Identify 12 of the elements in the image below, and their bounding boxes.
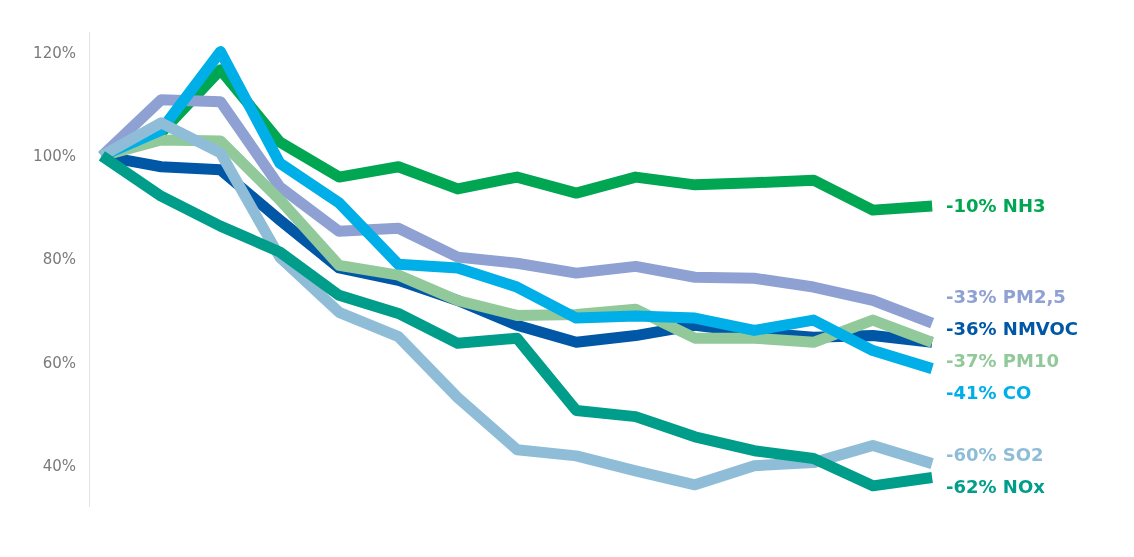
y-tick-label: 100% <box>33 147 76 166</box>
y-tick-label: 80% <box>42 250 76 269</box>
y-tick-label: 40% <box>42 456 76 475</box>
series-label: -10% NH3 <box>946 195 1046 216</box>
series-label: -37% PM10 <box>946 350 1059 371</box>
series-label: -60% SO2 <box>946 444 1044 465</box>
y-tick-label: 60% <box>42 353 76 372</box>
series-label: -36% NMVOC <box>946 318 1078 339</box>
series-label: -33% PM2,5 <box>946 286 1066 307</box>
y-tick-label: 120% <box>33 43 76 62</box>
series-label: -62% NOx <box>946 476 1046 497</box>
series-label: -41% CO <box>946 382 1032 403</box>
